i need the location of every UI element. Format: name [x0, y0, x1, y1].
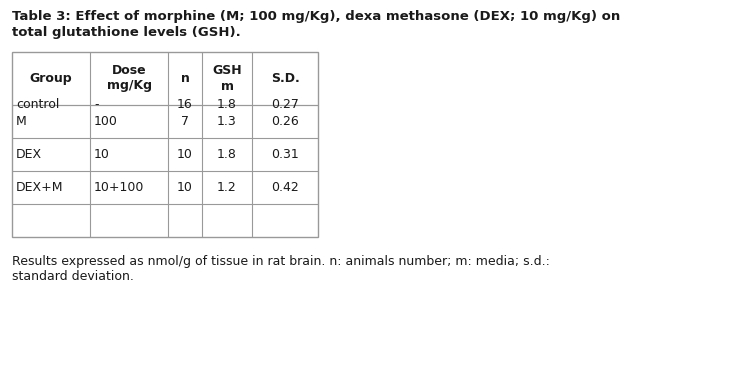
Text: 0.31: 0.31 [271, 148, 299, 161]
Text: S.D.: S.D. [271, 72, 300, 85]
Text: -: - [94, 99, 98, 112]
Text: 10: 10 [94, 148, 110, 161]
Text: n: n [181, 72, 190, 85]
Text: 1.8: 1.8 [217, 99, 237, 112]
Text: GSH
m: GSH m [213, 64, 242, 92]
Text: 1.3: 1.3 [217, 115, 237, 128]
Text: DEX+M: DEX+M [16, 181, 63, 194]
Text: total glutathione levels (GSH).: total glutathione levels (GSH). [12, 26, 241, 39]
Text: 10: 10 [177, 148, 193, 161]
Text: control: control [16, 99, 59, 112]
Text: Table 3: Effect of morphine (M; 100 mg/Kg), dexa methasone (DEX; 10 mg/Kg) on: Table 3: Effect of morphine (M; 100 mg/K… [12, 10, 620, 23]
Bar [12, 52, 318, 237]
Text: 100: 100 [94, 115, 118, 128]
Text: 0.42: 0.42 [271, 181, 299, 194]
Text: 1.2: 1.2 [217, 181, 237, 194]
Text: 1.8: 1.8 [217, 148, 237, 161]
Text: Dose
mg/Kg: Dose mg/Kg [106, 64, 151, 92]
Text: 10: 10 [177, 181, 193, 194]
Text: 0.27: 0.27 [271, 99, 299, 112]
Text: standard deviation.: standard deviation. [12, 270, 134, 283]
Text: Group: Group [30, 72, 72, 85]
Text: Results expressed as nmol/g of tissue in rat brain. n: animals number; m: media;: Results expressed as nmol/g of tissue in… [12, 255, 550, 268]
Text: 0.26: 0.26 [271, 115, 299, 128]
Text: 10+100: 10+100 [94, 181, 145, 194]
Text: DEX: DEX [16, 148, 42, 161]
Text: M: M [16, 115, 27, 128]
Text: 7: 7 [181, 115, 189, 128]
Text: 16: 16 [177, 99, 193, 112]
